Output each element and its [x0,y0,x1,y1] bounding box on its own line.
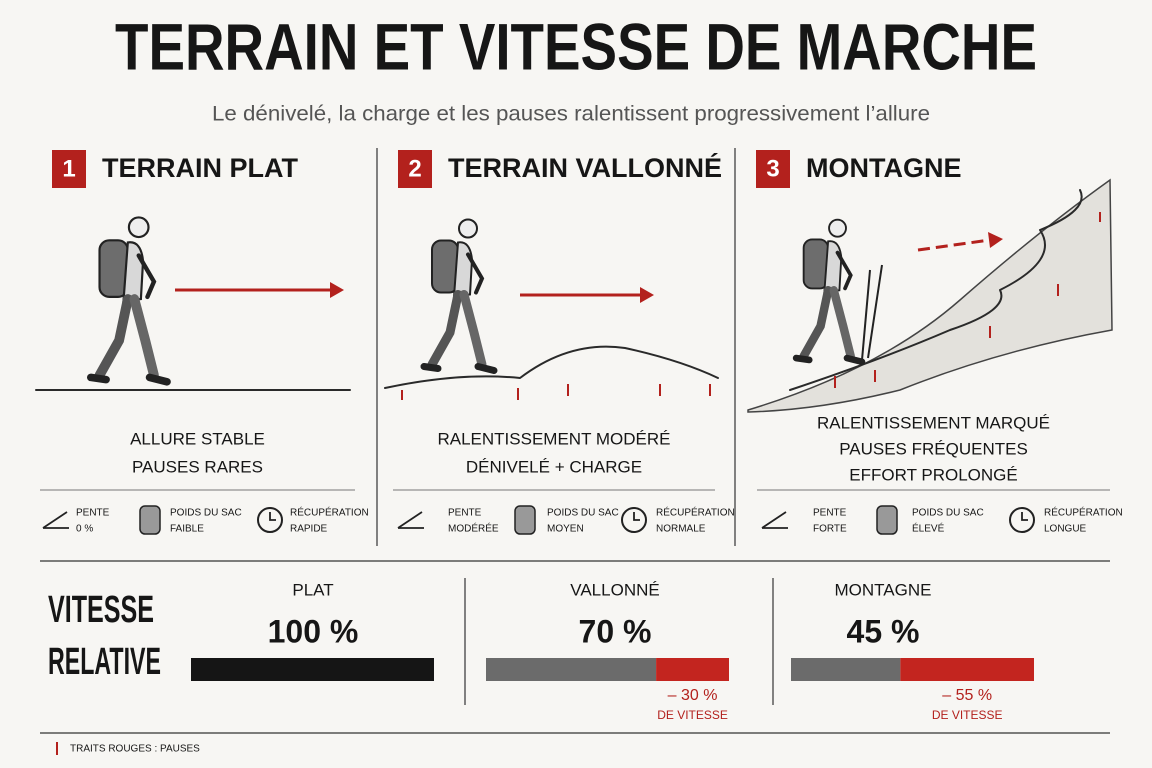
speed-name: PLAT [292,580,333,599]
backpack-icon [139,505,161,535]
stat-value: FORTE [813,524,847,535]
stat-value: RAPIDE [290,524,328,535]
speed-bar [791,658,901,681]
speed-value: 100 % [268,613,359,649]
stat-label: RÉCUPÉRATION [1044,506,1123,519]
stat-value: LONGUE [1044,524,1087,535]
loss-label: – 55 % [942,687,992,704]
panel-caption: EFFORT PROLONGÉ [849,465,1017,484]
stat-label: PENTE [813,508,847,519]
stat-label: PENTE [448,508,482,519]
dividers [40,148,1110,734]
stat-value: 0 % [76,524,93,535]
number-badge [398,150,432,188]
clock-hands [1021,512,1028,521]
loss-note: DE VITESSE [932,708,1003,722]
panel-title: TERRAIN PLAT [102,153,298,183]
number-badge [756,150,790,188]
slope-icon [397,511,424,529]
stat-label: POIDS DU SAC [547,508,619,519]
speed-name: VALLONNÉ [570,580,659,599]
stat-value: MOYEN [547,524,584,535]
panel-caption: PAUSES FRÉQUENTES [839,439,1028,458]
slope-icon [761,511,788,529]
speed-loss-bar [656,658,729,681]
speed-bar [191,658,434,681]
speed-loss-bar [900,658,1034,681]
subtitle: Le dénivelé, la charge et les pauses ral… [212,103,930,126]
clock-hands [269,512,276,521]
panel-number: 2 [408,155,421,182]
clock-icon [257,507,283,533]
stat-label: POIDS DU SAC [912,508,984,519]
stat-value: ÉLEVÉ [912,522,945,535]
panel-number: 1 [62,155,75,182]
clock-hands [633,512,640,521]
speed-title: VITESSE [48,589,154,631]
stat-value: FAIBLE [170,524,204,535]
speed-bar [486,658,657,681]
clock-icon [1009,507,1035,533]
title: TERRAIN ET VITESSE DE MARCHE [115,9,1037,83]
backpack-icon [876,505,898,535]
slope-icon [42,511,69,529]
panel-caption: RALENTISSEMENT MODÉRÉ [437,429,670,448]
panels: 1 TERRAIN PLAT ALLURE STABLE PAUSES RARES PE… [40,150,1123,535]
panel-caption: RALENTISSEMENT MARQUÉ [817,413,1050,432]
stat-label: POIDS DU SAC [170,508,242,519]
stat-value: MODÉRÉE [448,522,499,535]
stat-label: PENTE [76,508,110,519]
panel-caption: PAUSES RARES [132,457,263,476]
stat-label: RÉCUPÉRATION [290,506,369,519]
clock-icon [621,507,647,533]
illustration-flat [35,217,351,391]
speed-value: 70 % [579,613,652,649]
speed-title: RELATIVE [48,641,161,683]
panel-number: 3 [766,155,779,182]
stat-value: NORMALE [656,524,706,535]
illustration-mountain [747,178,1113,413]
panel-title: TERRAIN VALLONNÉ [448,152,722,183]
loss-note: DE VITESSE [657,708,728,722]
illustration-hills [384,220,719,400]
panel-title: MONTAGNE [806,153,962,183]
panel-caption: ALLURE STABLE [130,429,265,448]
loss-label: – 30 % [668,687,718,704]
number-badge [52,150,86,188]
stat-label: RÉCUPÉRATION [656,506,735,519]
speed-value: 45 % [847,613,920,649]
panel-caption: DÉNIVELÉ + CHARGE [466,457,642,476]
backpack-icon [514,505,536,535]
speed-name: MONTAGNE [835,580,932,599]
legend: TRAITS ROUGES : PAUSES [70,744,200,755]
speed-chart: VITESSE RELATIVE PLAT 100 % VALLONNÉ 70 % – … [48,580,1034,722]
